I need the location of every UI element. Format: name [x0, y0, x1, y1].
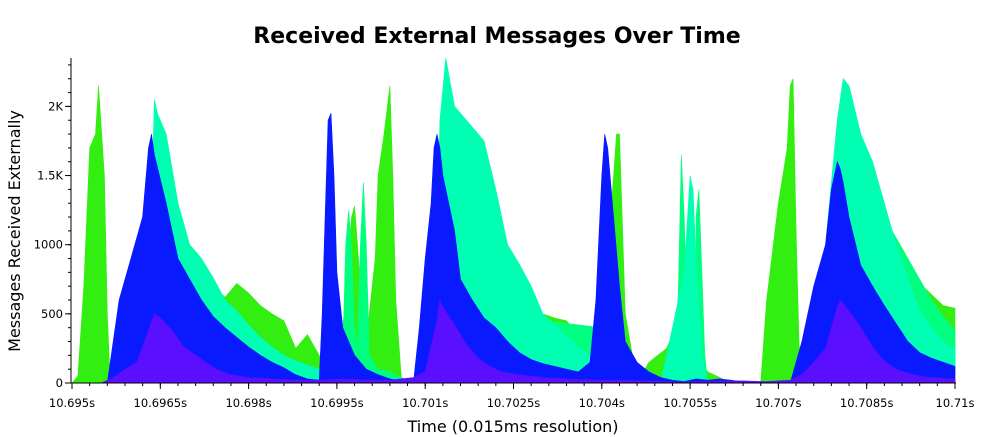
tick-layer: 10.695s 10.6965s 10.698s 10.6995s 10.701s 10.… [34, 64, 975, 410]
y-tick-label: 500 [41, 307, 63, 321]
series-layer [71, 57, 956, 384]
x-tick-label: 10.698s [225, 396, 271, 410]
y-tick-label: 2K [48, 99, 63, 113]
y-tick-label: 1000 [34, 238, 63, 252]
x-tick-label: 10.704s [579, 396, 625, 410]
x-tick-label: 10.701s [402, 396, 448, 410]
y-axis-label: Messages Received Externally [5, 110, 24, 352]
x-tick-label: 10.707s [755, 396, 801, 410]
x-tick-label: 10.6965s [134, 396, 188, 410]
y-tick-label: 0 [56, 376, 63, 390]
x-tick-label: 10.7055s [663, 396, 717, 410]
x-tick-label: 10.6995s [310, 396, 364, 410]
x-tick-label: 10.7025s [487, 396, 541, 410]
x-tick-label: 10.7085s [840, 396, 894, 410]
x-tick-label: 10.695s [49, 396, 95, 410]
chart-title: Received External Messages Over Time [253, 24, 740, 49]
series-area-5 [72, 298, 956, 384]
x-tick-label: 10.71s [936, 396, 975, 410]
y-tick-label: 1.5K [37, 169, 63, 183]
x-axis-label: Time (0.015ms resolution) [407, 417, 619, 436]
